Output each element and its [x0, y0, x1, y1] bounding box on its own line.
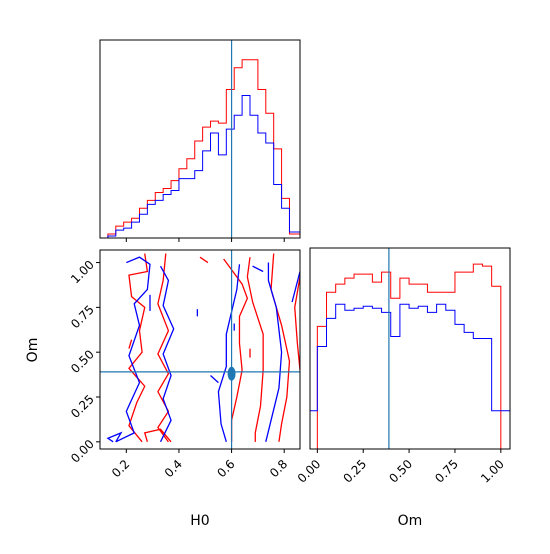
joint-contour-line	[291, 271, 300, 303]
joint-contour-line	[115, 256, 151, 443]
om-histogram-series	[310, 263, 510, 450]
joint-contour-line	[217, 264, 241, 443]
joint-y-tick-label: 0.75	[68, 302, 97, 331]
om-hist-x-tick-label: 0.25	[341, 457, 370, 486]
joint-contour-line	[199, 256, 209, 264]
om-marginal-histogram: 0.00 0.25 0.50 0.75 1.00	[295, 247, 511, 486]
y-axis-label-om: Om	[25, 338, 41, 363]
joint-contour-line	[265, 262, 283, 442]
om-histogram-frame	[309, 247, 511, 450]
joint-contour-line	[159, 265, 175, 443]
joint-contour-line	[128, 339, 133, 349]
om-hist-x-tick-label: 0.75	[432, 457, 461, 486]
h0-histogram-series	[100, 94, 300, 239]
joint-contour-line	[246, 257, 264, 442]
joint-y-tick-label: 0.50	[68, 347, 97, 376]
h0-histogram-series	[100, 59, 300, 239]
om-histogram-series	[310, 303, 510, 412]
om-hist-x-tick-label: 0.00	[295, 457, 324, 486]
h0-marginal-histogram	[99, 39, 301, 242]
om-hist-x-tick-label: 1.00	[478, 457, 507, 486]
joint-x-tick-label: 0.6	[214, 457, 237, 480]
joint-frame	[99, 249, 301, 450]
joint-x-tick-label: 0.8	[267, 457, 290, 480]
joint-contour-line	[252, 265, 264, 273]
om-hist-x-tick-label: 0.50	[386, 457, 415, 486]
joint-x-tick-label: 0.2	[109, 457, 132, 480]
joint-contour-line	[106, 431, 123, 443]
x-axis-label-h0: H0	[190, 513, 209, 529]
joint-y-tick-label: 0.25	[68, 392, 97, 421]
joint-contour-line	[128, 253, 149, 443]
joint-contour-line	[270, 253, 291, 442]
joint-contour-line	[143, 428, 172, 443]
joint-contour-line	[157, 253, 170, 443]
joint-contour-line	[210, 375, 219, 384]
joint-x-tick-label: 0.4	[162, 457, 185, 480]
joint-y-tick-label: 1.00	[68, 258, 97, 287]
joint-contour-line	[223, 258, 249, 442]
joint-contour-line	[294, 276, 300, 371]
h0-histogram-frame	[99, 39, 301, 239]
x-axis-label-om: Om	[398, 513, 423, 529]
h0-om-joint-contour-panel: 0.2 0.4 0.6 0.8 0.00 0.25 0.50 0.75 1.00	[68, 249, 301, 480]
joint-y-tick-label: 0.00	[68, 437, 97, 466]
joint-contours	[100, 250, 300, 449]
